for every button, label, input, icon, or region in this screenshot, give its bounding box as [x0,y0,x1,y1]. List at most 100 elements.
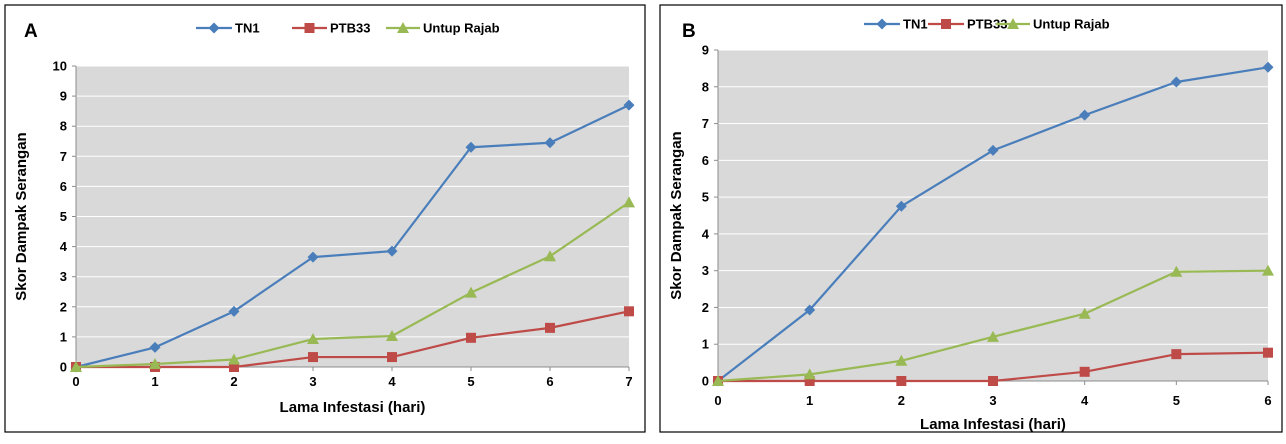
y-tick-label: 8 [60,119,67,134]
legend: TN1 PTB33 Untup Rajab [196,21,500,36]
x-tick-label: 1 [151,374,158,389]
chart-panel-b: 0 1 2 3 4 5 6 7 8 9 0 1 2 3 4 5 6 Lama Infestasi (hari) Sk… [659,4,1283,433]
x-tick-label: 0 [714,393,721,408]
data-point [804,304,816,316]
data-point [712,375,724,386]
legend-marker [876,18,888,30]
y-tick-label: 1 [702,337,709,352]
series-line [75,104,630,369]
y-axis-title: Skor Dampak Serangan [668,131,685,299]
data-point [895,354,908,366]
data-point [149,341,161,353]
legend-label: Untup Rajab [1033,17,1110,32]
data-point [1262,61,1274,73]
data-point [387,352,397,363]
data-point [1079,366,1090,377]
data-point [1171,349,1182,360]
y-tick-label: 1 [60,329,67,344]
y-tick-label: 4 [702,226,710,241]
data-point [307,333,319,345]
data-point [988,376,998,386]
data-point [544,250,556,262]
data-point [229,362,239,372]
y-tick-label: 7 [702,116,709,131]
data-point [987,144,999,156]
x-tick-label: 0 [72,374,79,389]
x-axis-title: Lama Infestasi (hari) [280,399,426,416]
y-tick-label: 4 [60,239,68,254]
data-point [1078,307,1091,319]
x-tick-label: 3 [309,374,316,389]
y-tick-label: 10 [53,59,67,74]
x-axis-title: Lama Infestasi (hari) [920,416,1066,433]
data-point [228,305,240,317]
data-point [386,329,398,341]
legend-marker [304,23,315,33]
data-point [386,245,398,257]
y-tick-label: 0 [702,374,709,389]
panel-letter: A [24,21,38,42]
y-tick-label: 6 [60,179,67,194]
x-tick-label: 5 [1173,393,1180,408]
x-tick-label: 5 [467,374,474,389]
plot-area [718,50,1268,381]
data-point [70,361,82,372]
y-tick-label: 8 [702,79,709,94]
data-point [307,251,319,263]
series-line [75,201,630,369]
data-point [1079,109,1091,121]
data-point [896,376,907,386]
data-point [804,376,815,386]
y-tick-label: 7 [60,149,67,164]
data-point [623,99,635,111]
legend-label: TN1 [235,21,260,36]
y-tick-label: 5 [60,209,67,224]
x-tick-label: 2 [230,374,237,389]
data-point [544,137,556,149]
data-point [1170,76,1182,88]
x-tick-label: 7 [625,374,632,389]
y-tick-label: 9 [702,43,709,58]
legend-label: Untup Rajab [423,21,500,36]
y-tick-label: 5 [702,190,709,205]
legend-label: PTB33 [967,17,1007,32]
data-point [1170,265,1183,277]
x-tick-label: 4 [1081,393,1089,408]
y-tick-label: 2 [702,300,709,315]
y-tick-label: 6 [702,153,709,168]
x-tick-label: 6 [1264,393,1271,408]
chart-panel-a: 0 1 2 3 4 5 6 7 8 9 10 0 1 2 3 4 5 6 7 Lama Infestasi (hari… [4,4,646,433]
data-point [465,141,477,153]
legend-marker [397,22,409,33]
data-point [623,196,635,208]
data-point [1262,264,1274,276]
data-point [1263,347,1273,358]
data-point [895,200,907,212]
legend-label: TN1 [903,17,928,32]
data-point [228,353,240,365]
x-tick-label: 4 [388,374,396,389]
legend-marker [941,19,951,29]
y-tick-label: 3 [702,263,709,278]
y-tick-label: 2 [60,299,67,314]
data-point [465,286,477,298]
x-tick-label: 6 [546,374,553,389]
y-tick-label: 3 [60,269,67,284]
y-axis-title: Skor Dampak Serangan [13,132,30,300]
data-point [624,306,634,317]
series-untup-rajab [712,264,1274,386]
series-line [76,310,630,369]
panel-letter: B [682,21,696,42]
legend-label: PTB33 [330,21,370,36]
data-point [149,357,161,369]
series-untup-rajab [70,196,635,372]
y-tick-label: 0 [60,360,67,375]
legend-marker [1007,18,1019,29]
data-point [545,322,555,333]
data-point [987,330,999,342]
x-tick-label: 3 [989,393,996,408]
legend: TN1 PTB33 Untup Rajab [864,17,1110,32]
data-point [803,368,816,380]
